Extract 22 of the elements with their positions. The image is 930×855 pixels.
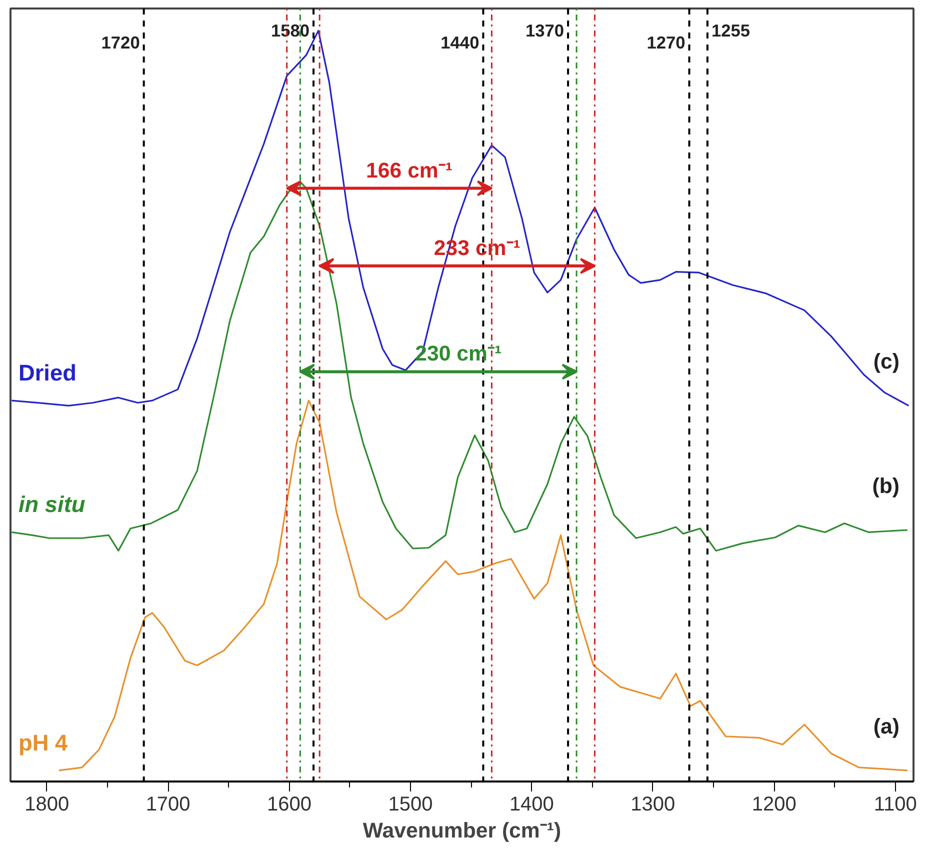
x-tick-label: 1300 — [630, 794, 676, 816]
ref-line-label: 1270 — [646, 32, 686, 52]
series-label: in situ — [18, 491, 86, 518]
x-tick-label: 1400 — [509, 794, 554, 816]
series-label: Dried — [18, 360, 76, 386]
x-tick-label: 1800 — [24, 794, 70, 816]
x-axis-title: Wavenumber (cm⁻¹) — [362, 818, 562, 842]
annotation: (c) — [873, 350, 900, 374]
annotation: 166 cm⁻¹ — [366, 158, 453, 182]
x-tick-label: 1200 — [752, 794, 796, 816]
x-tick-label: 1500 — [388, 794, 433, 816]
ref-line-label: 1370 — [526, 20, 564, 40]
annotation: (a) — [873, 714, 900, 738]
ref-line-label: 1440 — [440, 32, 480, 52]
x-tick-label: 1600 — [267, 794, 312, 816]
x-tick-label: 1700 — [146, 794, 190, 816]
annotation: (b) — [872, 474, 900, 498]
series-label: pH 4 — [18, 729, 68, 756]
x-tick-label: 1100 — [874, 794, 917, 816]
ref-line-label: 1255 — [711, 20, 750, 40]
ref-line-label: 1720 — [101, 32, 140, 52]
ref-line-label: 1580 — [270, 20, 310, 40]
